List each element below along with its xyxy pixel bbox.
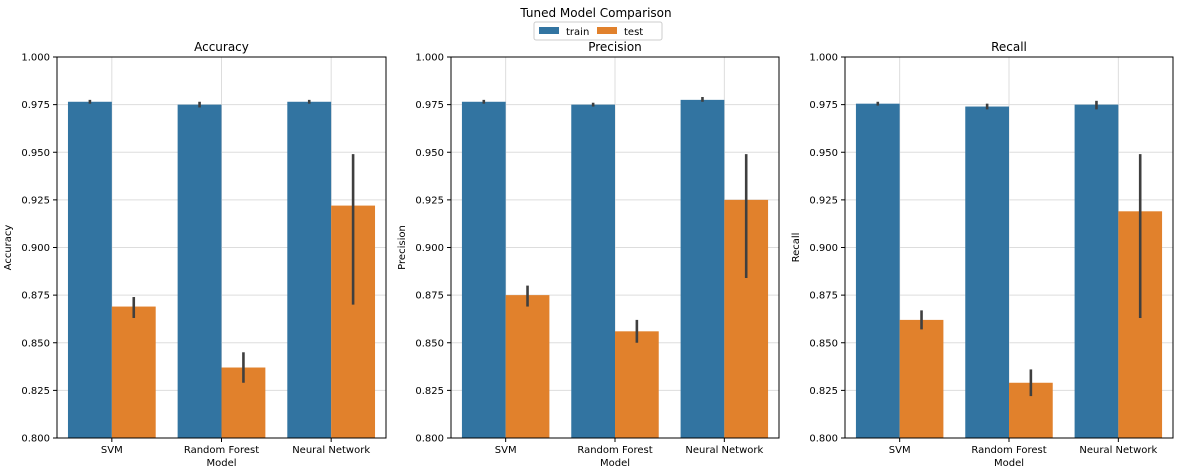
accuracy-axes-frame <box>56 56 387 439</box>
accuracy-bar-train-random-forest <box>177 104 222 438</box>
accuracy-ytick-label: 0.925 <box>21 195 50 206</box>
precision-xlabel: Model <box>600 458 630 469</box>
precision-bar-test-random-forest <box>615 331 659 438</box>
legend-swatch-train <box>539 27 559 34</box>
accuracy-title: Accuracy <box>194 40 249 54</box>
panel-precision: 0.800 0.825 0.850 0.875 0.900 0.925 0.950 0.975… <box>397 40 780 469</box>
recall-ylabel: Recall <box>791 233 802 263</box>
accuracy-xtick-label-svm: SVM <box>101 445 123 456</box>
precision-ytick-label: 0.900 <box>415 243 444 254</box>
precision-ytick-label: 0.825 <box>415 386 444 397</box>
recall-xlabel: Model <box>994 458 1024 469</box>
recall-ytick-label: 0.875 <box>809 291 838 302</box>
recall-xtick-label-svm: SVM <box>889 445 911 456</box>
precision-ylabel: Precision <box>397 225 408 270</box>
recall-ytick-label: 0.925 <box>809 195 838 206</box>
recall-ytick-label: 1.000 <box>809 53 838 64</box>
recall-title: Recall <box>991 40 1027 54</box>
recall-bar-test-svm <box>899 319 944 438</box>
accuracy-bar-train-svm <box>67 101 112 438</box>
accuracy-ytick-label: 0.800 <box>21 434 50 445</box>
accuracy-ylabel: Accuracy <box>3 225 14 271</box>
accuracy-xtick-label-random-forest: Random Forest <box>184 445 259 456</box>
recall-ytick-label: 0.975 <box>809 100 838 111</box>
precision-bar-train-random-forest <box>571 104 615 438</box>
precision-ytick-label: 1.000 <box>415 53 444 64</box>
precision-xtick-label-neural-network: Neural Network <box>685 445 763 456</box>
accuracy-bar-train-neural-network <box>287 101 332 438</box>
accuracy-ytick-label: 0.975 <box>21 100 50 111</box>
recall-bar-train-neural-network <box>1074 104 1119 438</box>
recall-ytick-label: 0.800 <box>809 434 838 445</box>
recall-bar-train-svm <box>855 103 900 439</box>
recall-bar-train-random-forest <box>965 106 1009 438</box>
recall-xtick-label-neural-network: Neural Network <box>1079 445 1157 456</box>
precision-ytick-label: 0.975 <box>415 100 444 111</box>
figure-title: Tuned Model Comparison <box>519 6 671 20</box>
precision-axes-frame <box>450 56 780 439</box>
accuracy-bar-test-svm <box>111 306 156 438</box>
precision-bar-train-neural-network <box>680 99 725 439</box>
accuracy-ytick-label: 0.950 <box>21 148 50 159</box>
accuracy-ytick-label: 0.825 <box>21 386 50 397</box>
recall-axes-frame <box>844 56 1174 439</box>
panel-recall: 0.800 0.825 0.850 0.875 0.900 0.925 0.950 0.975… <box>791 40 1174 469</box>
legend-label-test: test <box>624 27 643 38</box>
accuracy-ytick-label: 1.000 <box>21 53 50 64</box>
precision-xtick-label-random-forest: Random Forest <box>577 445 652 456</box>
accuracy-xlabel: Model <box>206 458 236 469</box>
precision-ytick-label: 0.875 <box>415 291 444 302</box>
precision-bar-test-svm <box>505 295 550 438</box>
recall-ytick-label: 0.825 <box>809 386 838 397</box>
legend-swatch-test <box>597 27 617 34</box>
precision-ytick-label: 0.800 <box>415 434 444 445</box>
precision-ytick-label: 0.925 <box>415 195 444 206</box>
panel-accuracy: 0.800 0.825 0.850 0.875 0.900 0.925 0.950 0.975… <box>3 40 387 469</box>
accuracy-ytick-label: 0.900 <box>21 243 50 254</box>
precision-title: Precision <box>588 40 642 54</box>
accuracy-xtick-label-neural-network: Neural Network <box>292 445 370 456</box>
recall-xtick-label-random-forest: Random Forest <box>971 445 1046 456</box>
recall-ytick-label: 0.950 <box>809 148 838 159</box>
recall-ytick-label: 0.900 <box>809 243 838 254</box>
precision-ytick-label: 0.850 <box>415 338 444 349</box>
precision-xtick-label-svm: SVM <box>495 445 517 456</box>
precision-bar-train-svm <box>461 101 506 438</box>
recall-ytick-label: 0.850 <box>809 338 838 349</box>
accuracy-ytick-label: 0.875 <box>21 291 50 302</box>
precision-ytick-label: 0.950 <box>415 148 444 159</box>
legend-label-train: train <box>566 27 589 38</box>
legend: train test <box>533 21 663 41</box>
accuracy-ytick-label: 0.850 <box>21 338 50 349</box>
